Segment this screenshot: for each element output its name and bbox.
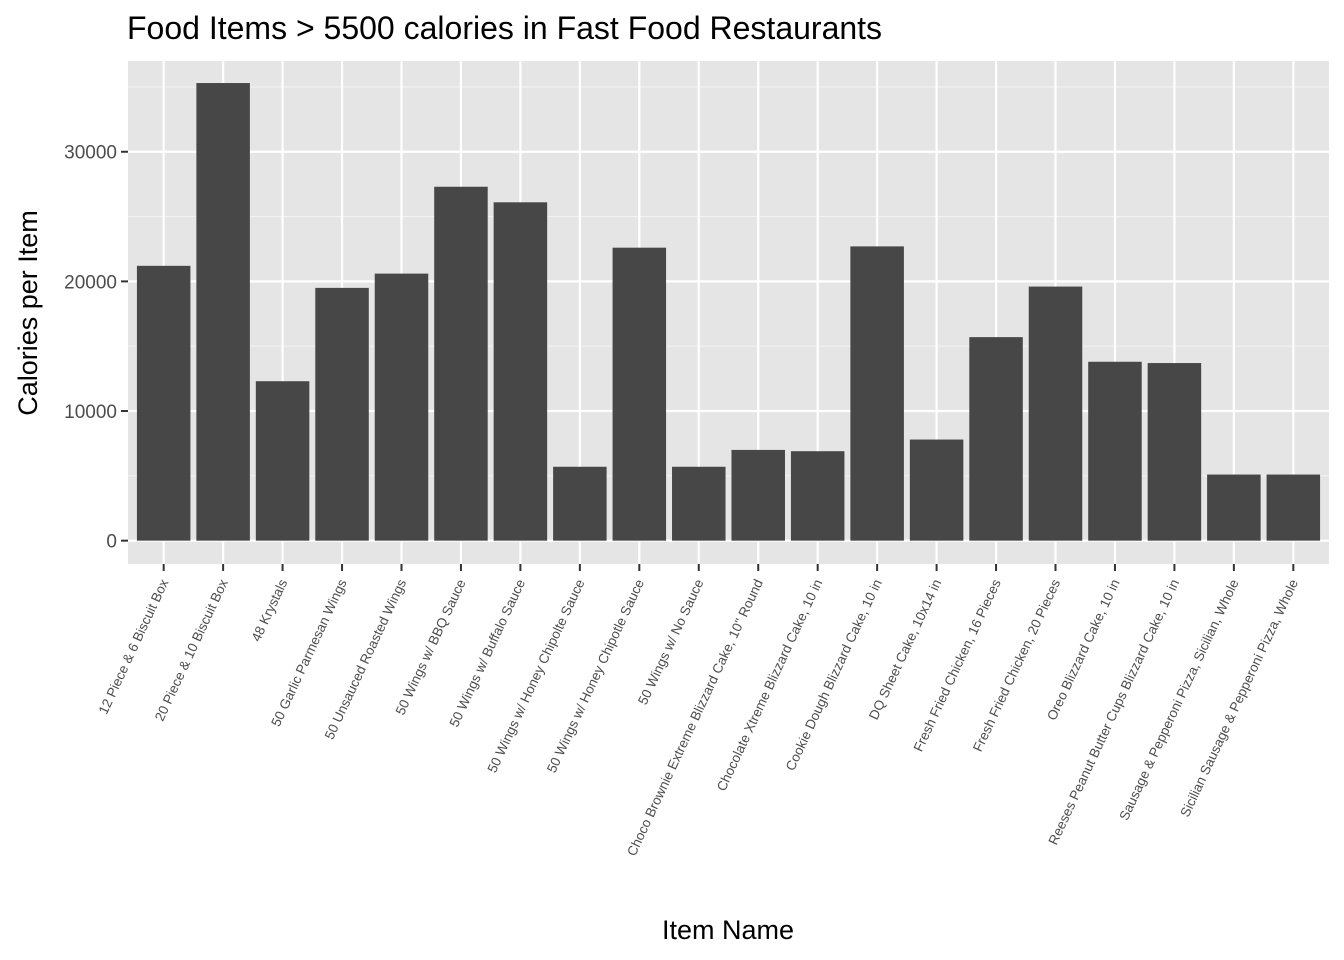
bar xyxy=(969,337,1023,541)
bar xyxy=(612,247,667,541)
x-tick-label: Reeses Peanut Butter Cups Blizzard Cake,… xyxy=(1045,577,1182,847)
bar xyxy=(493,202,548,541)
y-axis-title: Calories per Item xyxy=(13,210,43,416)
x-tick-label: 50 Wings w/ BBQ Sauce xyxy=(393,577,469,717)
x-tick-label: 12 Piece & 6 Biscuit Box xyxy=(96,577,172,717)
bar xyxy=(790,451,845,541)
bars xyxy=(136,83,1321,541)
bar xyxy=(553,466,607,541)
bar xyxy=(136,265,191,541)
chart-title: Food Items > 5500 calories in Fast Food … xyxy=(127,10,882,46)
bar xyxy=(315,287,369,541)
bar xyxy=(909,439,964,541)
y-tick-label: 20000 xyxy=(64,272,117,293)
x-tick-label: Choco Brownie Extreme Blizzard Cake, 10"… xyxy=(624,577,766,858)
x-tick-label: Sausage & Pepperoni Pizza, Sicilian, Who… xyxy=(1116,577,1241,823)
x-axis-title: Item Name xyxy=(662,915,794,945)
bar xyxy=(1266,474,1321,541)
bar xyxy=(1088,361,1142,541)
bar xyxy=(850,246,904,541)
y-axis: 0 10000 20000 30000 xyxy=(64,143,128,553)
bar xyxy=(434,186,488,541)
x-tick-label: Sicilian Sausage & Pepperoni Pizza, Whol… xyxy=(1177,577,1301,819)
y-tick-label: 30000 xyxy=(64,143,117,164)
bar xyxy=(1028,286,1083,541)
bar xyxy=(255,381,310,541)
x-tick-label: Chocolate Xtreme Blizzard Cake, 10 in xyxy=(714,577,826,793)
bar xyxy=(374,273,429,541)
bar xyxy=(731,449,785,541)
y-tick-label: 10000 xyxy=(64,402,117,423)
x-tick-label: 48 Krystals xyxy=(248,577,290,644)
bar xyxy=(196,83,250,541)
bar xyxy=(1207,474,1261,541)
bar xyxy=(1147,363,1202,541)
x-tick-label: 50 Wings w/ No Sauce xyxy=(635,577,706,707)
y-tick-label: 0 xyxy=(106,532,117,553)
bar xyxy=(672,466,726,541)
